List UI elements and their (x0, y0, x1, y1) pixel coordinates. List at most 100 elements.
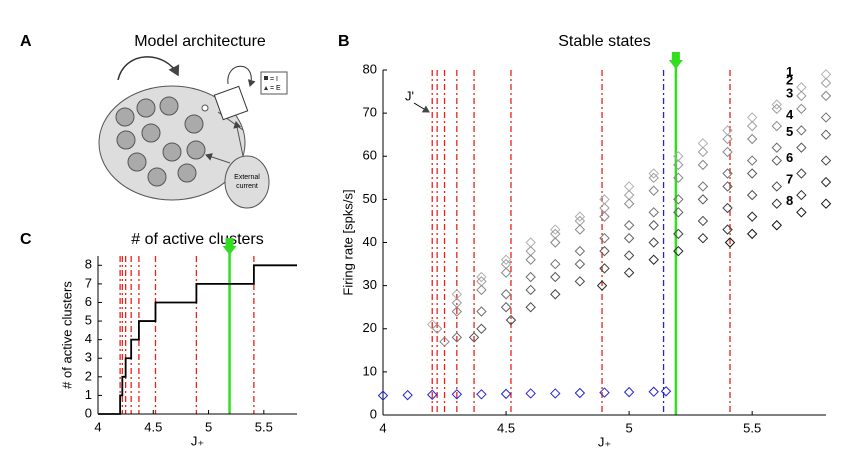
point (746, 189, 758, 201)
point (820, 198, 832, 209)
point (574, 245, 586, 257)
point (451, 332, 463, 343)
point (746, 133, 758, 145)
point (574, 211, 586, 222)
annotation: J' (405, 88, 414, 103)
x-tick-label: 5 (205, 419, 212, 434)
point (623, 198, 635, 209)
point (746, 112, 758, 123)
point (722, 202, 733, 214)
y-tick-label: 7 (85, 275, 92, 290)
legend-label: = I (270, 76, 278, 83)
point (468, 332, 480, 343)
point (599, 194, 610, 205)
external-input (224, 155, 270, 209)
legend-symbol (264, 76, 268, 80)
point (476, 323, 487, 334)
point (525, 271, 536, 283)
point (550, 388, 561, 399)
point (771, 103, 782, 115)
point (771, 220, 782, 231)
point (599, 232, 610, 244)
point (500, 289, 512, 300)
x-axis-label: J₊ (598, 434, 611, 449)
point (525, 237, 536, 248)
point (550, 271, 561, 283)
point (500, 267, 512, 278)
point (796, 207, 807, 218)
point (550, 258, 561, 270)
y-tick-label: 10 (363, 363, 377, 378)
step-line (98, 264, 297, 415)
point (574, 387, 586, 399)
point (599, 245, 610, 257)
point (771, 198, 782, 209)
point (525, 388, 536, 399)
point (648, 207, 659, 218)
point (599, 211, 610, 222)
point (722, 224, 733, 235)
y-tick-label: 40 (363, 234, 377, 249)
point (476, 306, 487, 317)
point (722, 168, 733, 179)
point (820, 129, 832, 140)
point (574, 258, 586, 270)
y-tick-label: 0 (85, 405, 92, 420)
point (550, 289, 561, 300)
point (724, 237, 736, 248)
x-tick-label: 4.5 (497, 420, 515, 435)
point (673, 228, 684, 240)
point (820, 69, 832, 80)
point (820, 77, 832, 89)
input-label: External (234, 174, 260, 181)
point (746, 168, 758, 179)
point (648, 168, 659, 179)
chart-title: Stable states (558, 33, 651, 50)
point (623, 267, 635, 278)
y-tick-label: 8 (85, 257, 92, 272)
series-label: 4 (786, 107, 794, 122)
input-arrow (233, 121, 244, 157)
point (722, 181, 733, 192)
chart-title: # of active clusters (131, 231, 264, 248)
point (525, 254, 536, 265)
point (697, 138, 709, 149)
point (596, 280, 608, 291)
point (697, 181, 709, 192)
point (697, 159, 709, 171)
recurrent-arrow (227, 65, 256, 87)
x-tick-label: 4 (379, 420, 386, 435)
point (623, 189, 635, 201)
annotation-arrow (413, 102, 430, 113)
y-tick-label: 3 (85, 350, 92, 365)
point (525, 245, 536, 257)
point (820, 112, 832, 123)
point (746, 211, 758, 222)
panel-label: C (20, 231, 32, 248)
point (550, 224, 561, 235)
point (820, 155, 832, 166)
point (648, 237, 659, 248)
point (599, 387, 610, 398)
point (476, 284, 487, 296)
x-tick-label: 5.5 (743, 420, 761, 435)
legend-symbol (264, 86, 268, 90)
point (500, 254, 512, 265)
point (623, 386, 635, 398)
point (623, 181, 635, 192)
point (722, 125, 733, 136)
y-tick-label: 6 (85, 294, 92, 309)
series-label: 3 (786, 85, 793, 100)
y-tick-label: 1 (85, 387, 92, 402)
point (476, 271, 487, 283)
point (599, 263, 610, 274)
point (673, 159, 684, 171)
point (648, 386, 659, 397)
point (648, 254, 659, 265)
point (648, 220, 659, 231)
point (623, 220, 635, 231)
y-tick-label: 60 (363, 148, 377, 163)
point (771, 142, 782, 153)
highlight-arrow (668, 52, 683, 69)
